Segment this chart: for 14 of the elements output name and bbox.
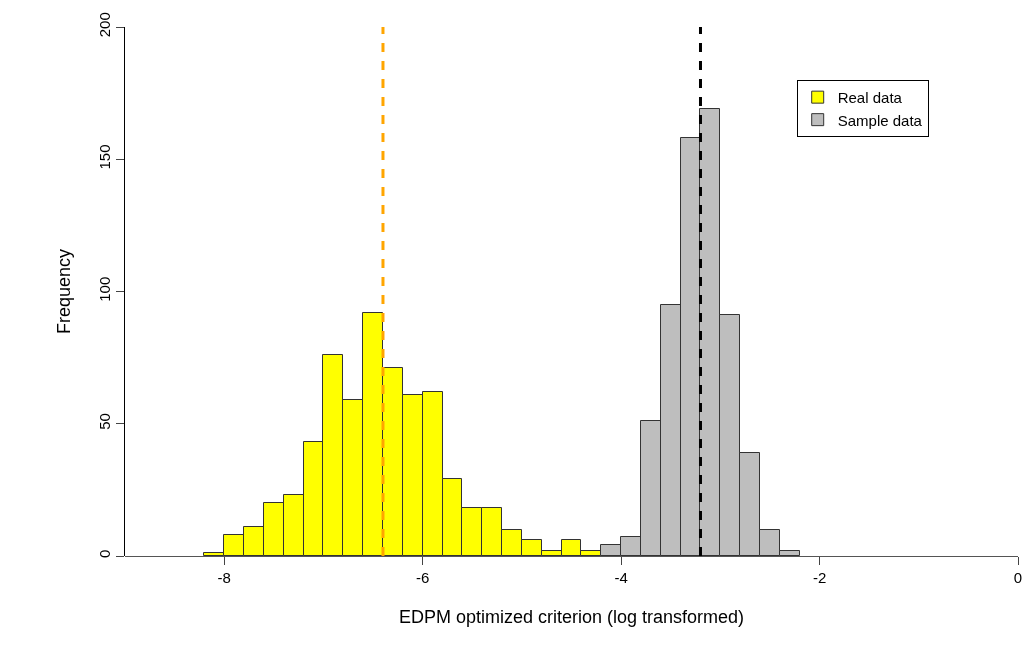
y-tick-label: 150 (96, 144, 113, 170)
x-tick-label: 0 (1013, 569, 1023, 586)
legend-label: Real data (837, 89, 903, 106)
x-tick-label: -4 (614, 569, 628, 586)
legend-label: Sample data (837, 111, 923, 129)
y-tick-label: 100 (96, 276, 113, 302)
y-tick-label: 0 (96, 549, 113, 558)
x-axis-title: EDPM optimized criterion (log transformed) (398, 607, 745, 628)
y-tick-label: 50 (96, 413, 113, 430)
y-tick-label: 200 (96, 12, 113, 38)
y-axis-title: Frequency (54, 248, 75, 335)
x-tick-label: -8 (217, 569, 231, 586)
x-tick-label: -2 (812, 569, 827, 586)
x-tick-label: -6 (416, 569, 430, 586)
